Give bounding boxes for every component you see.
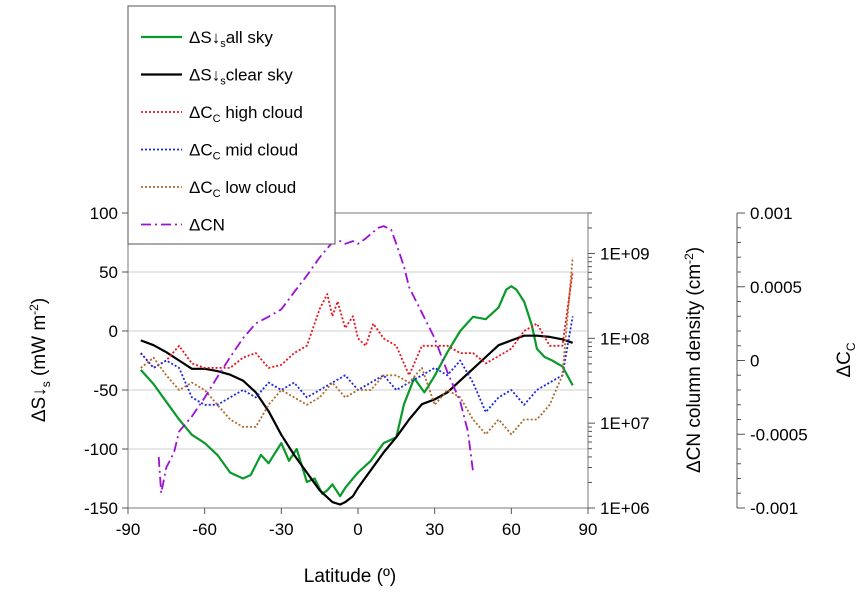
- legend-clear-sky-label-rest: clear sky: [226, 66, 294, 85]
- x-tick-label: 60: [502, 520, 521, 539]
- legend-mid-cloud-label: ΔCC mid cloud: [189, 141, 298, 163]
- legend-high-cloud-label-rest: high cloud: [221, 103, 303, 122]
- legend-high-cloud-label-main: ΔC: [189, 103, 213, 122]
- right-y-tick-label: 0: [750, 352, 759, 371]
- legend-mid-cloud-label-rest: mid cloud: [221, 141, 298, 160]
- legend-cn-label-main: ΔCN: [189, 216, 225, 235]
- series-cn-line: [157, 225, 474, 495]
- legend-all-sky-label-main: ΔS↓: [189, 28, 220, 47]
- legend-box: [127, 5, 336, 245]
- log-y-tick-label: 1E+07: [600, 414, 650, 433]
- series-clear-sky-line: [140, 334, 574, 506]
- log-y-axis-title-main: ΔCN column density (cm: [684, 264, 705, 473]
- left-y-axis-title-unit: (mW m: [29, 315, 50, 381]
- legend-mid-cloud-label-main: ΔC: [189, 141, 213, 160]
- right-y-tick-label: 0.0005: [750, 278, 802, 297]
- legend-high-cloud-label-sub: C: [213, 113, 221, 125]
- right-y-tick-label: -0.001: [750, 499, 798, 518]
- left-y-axis-title-close: ): [29, 298, 50, 304]
- legend-low-cloud-label-sub: C: [213, 188, 221, 200]
- series-all-sky-line: [139, 285, 574, 498]
- left-y-axis: 100 50 0 -50 -100 -150: [84, 204, 128, 518]
- left-y-tick-label: -150: [84, 499, 118, 518]
- right-y-axis-title: ΔCC: [834, 342, 858, 377]
- x-tick-label: -30: [269, 520, 294, 539]
- log-y-tick-label: 1E+08: [600, 329, 650, 348]
- x-axis: -90 -60 -30 0 30 60 90: [116, 508, 598, 539]
- legend-all-sky-label-sub: s: [220, 38, 226, 50]
- series-high-cloud-line: [140, 271, 574, 377]
- legend-all-sky-label-rest: all sky: [226, 28, 274, 47]
- left-y-tick-label: -50: [93, 381, 118, 400]
- log-y-axis-title-close: ): [684, 247, 705, 253]
- legend-cn-label: ΔCN: [189, 216, 225, 235]
- log-y-tick-label: 1E+09: [600, 244, 650, 263]
- right-y-tick-label: 0.001: [750, 204, 793, 223]
- series-layer: [139, 225, 574, 506]
- x-tick-label: 30: [425, 520, 444, 539]
- legend-mid-cloud-label-sub: C: [213, 151, 221, 163]
- right-y-tick-label: -0.0005: [750, 425, 808, 444]
- left-y-axis-title-main: ΔS↓: [29, 387, 50, 422]
- x-tick-label: 90: [579, 520, 598, 539]
- legend-low-cloud-label: ΔCC low cloud: [189, 178, 296, 200]
- legend-high-cloud-label: ΔCC high cloud: [189, 103, 303, 125]
- x-tick-label: -60: [192, 520, 217, 539]
- legend-clear-sky-label: ΔS↓sclear sky: [189, 66, 293, 88]
- left-y-tick-label: -100: [84, 440, 118, 459]
- right-y-axis-title-sub: C: [844, 342, 858, 351]
- legend-clear-sky-label-sub: s: [220, 76, 226, 88]
- series-low-cloud-line: [140, 257, 574, 436]
- left-y-axis-title-exp: -2: [27, 304, 41, 315]
- log-y-axis-title-exp: -2: [682, 253, 696, 264]
- log-y-axis-title: ΔCN column density (cm-2): [682, 247, 705, 473]
- left-y-axis-title: ΔS↓s (mW m-2): [27, 298, 53, 422]
- grid-lines: [128, 212, 588, 509]
- legend-low-cloud-label-rest: low cloud: [221, 178, 297, 197]
- legend-all-sky-label: ΔS↓sall sky: [189, 28, 273, 50]
- left-y-tick-label: 100: [90, 204, 118, 223]
- left-y-axis-title-sub: s: [39, 381, 53, 387]
- x-tick-label: 0: [353, 520, 362, 539]
- x-tick-label: -90: [116, 520, 141, 539]
- x-axis-title: Latitude (º): [304, 566, 397, 587]
- left-y-tick-label: 0: [109, 322, 118, 341]
- log-y-axis: 1E+09 1E+08 1E+07 1E+06: [588, 212, 650, 518]
- plot-frame: [127, 212, 589, 509]
- legend-clear-sky-label-main: ΔS↓: [189, 66, 220, 85]
- right-y-axis-title-main: ΔC: [834, 351, 855, 377]
- log-y-tick-label: 1E+06: [600, 499, 650, 518]
- left-y-tick-label: 50: [99, 263, 118, 282]
- right-y-axis: 0.001 0.0005 0 -0.0005 -0.001: [736, 204, 808, 518]
- legend-low-cloud-label-main: ΔC: [189, 178, 213, 197]
